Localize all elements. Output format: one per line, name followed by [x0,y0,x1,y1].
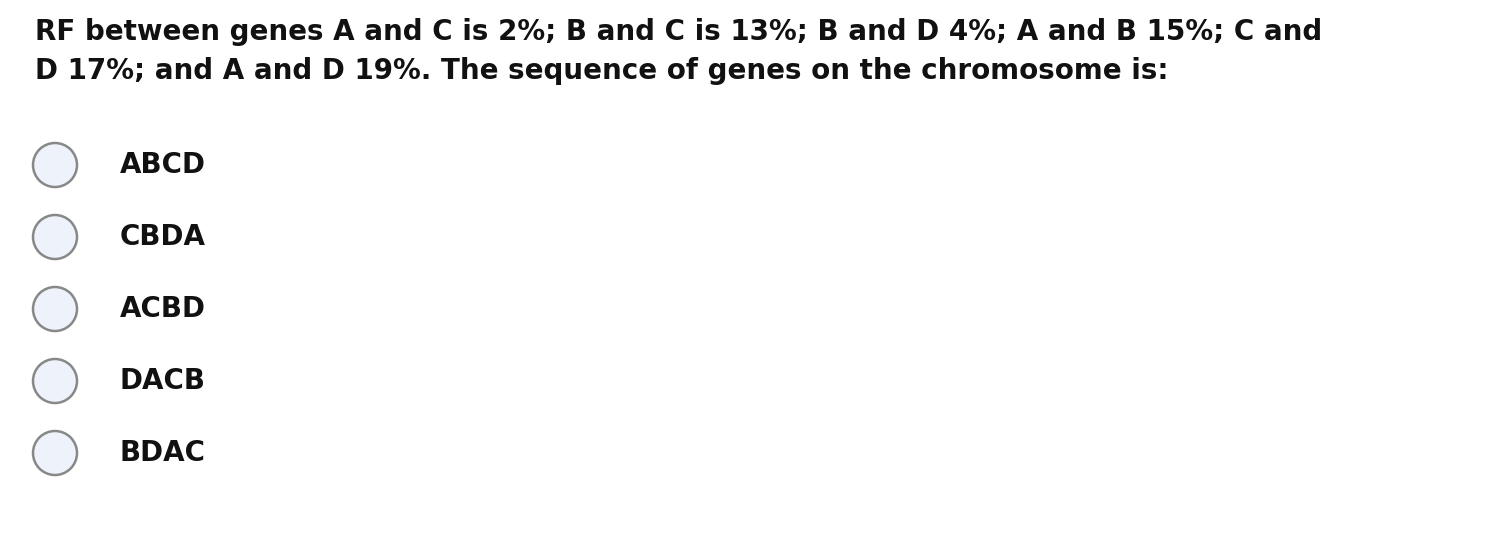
Ellipse shape [33,143,77,187]
Text: DACB: DACB [119,367,206,395]
Ellipse shape [33,431,77,475]
Text: BDAC: BDAC [119,439,206,467]
Text: ABCD: ABCD [119,151,206,179]
Text: ACBD: ACBD [119,295,206,323]
Ellipse shape [33,287,77,331]
Ellipse shape [33,359,77,403]
Ellipse shape [33,215,77,259]
Text: RF between genes A and C is 2%; B and C is 13%; B and D 4%; A and B 15%; C and
D: RF between genes A and C is 2%; B and C … [35,18,1323,85]
Text: CBDA: CBDA [119,223,206,251]
